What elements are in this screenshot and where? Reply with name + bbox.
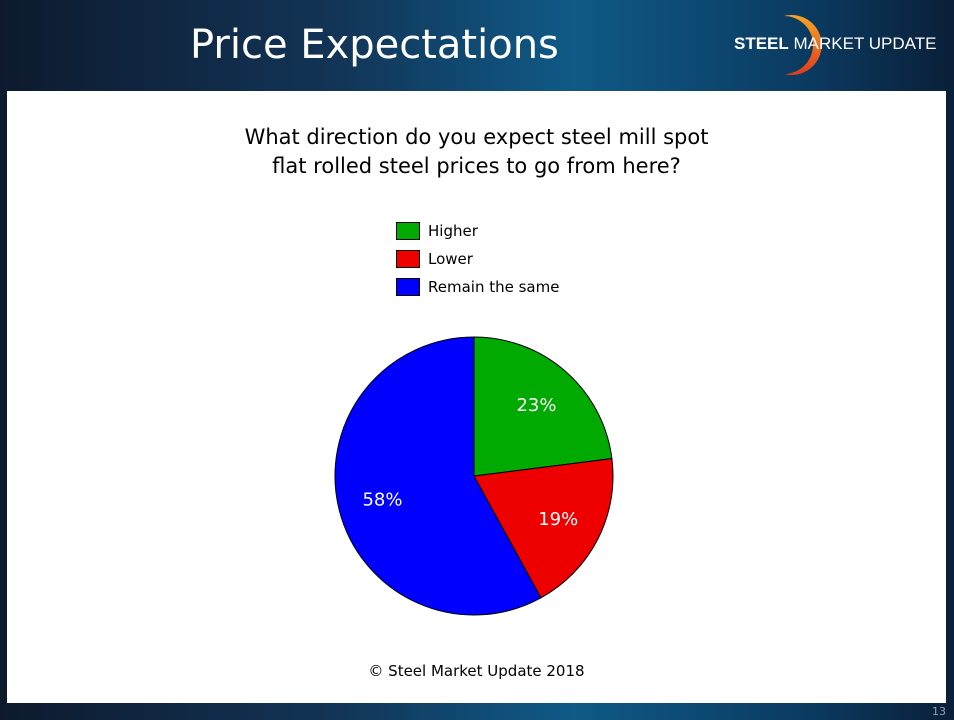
pie-slice-remain-the-same [334, 336, 542, 616]
legend-item-higher: Higher [396, 217, 559, 245]
legend-swatch [396, 222, 420, 240]
pie-data-label: 19% [538, 509, 578, 530]
chart-title: What direction do you expect steel mill … [7, 123, 946, 181]
logo-arc-icon [784, 15, 822, 76]
pie-data-label: 58% [362, 490, 402, 511]
steel-market-update-logo: STEEL MARKET UPDATE [734, 10, 949, 80]
copyright: © Steel Market Update 2018 [368, 662, 585, 680]
pie-slice-lower [473, 458, 614, 599]
chart-title-line-1: What direction do you expect steel mill … [244, 125, 709, 149]
legend-swatch [396, 278, 420, 296]
legend-item-same: Remain the same [396, 273, 559, 301]
pie-data-label: 23% [516, 395, 556, 416]
page-number: 13 [932, 705, 946, 718]
logo-bold-text: STEEL [734, 34, 789, 53]
legend-item-lower: Lower [396, 245, 559, 273]
pie-chart: 23% 19% 58% [334, 336, 614, 616]
chart-title-line-2: flat rolled steel prices to go from here… [272, 154, 681, 178]
logo-rest-text: MARKET UPDATE [788, 34, 937, 53]
legend-label: Lower [428, 250, 473, 268]
chart-legend: Higher Lower Remain the same [396, 217, 559, 301]
legend-label: Higher [428, 222, 478, 240]
slide-content: What direction do you expect steel mill … [7, 91, 946, 703]
legend-swatch [396, 250, 420, 268]
page-title: Price Expectations [190, 22, 559, 68]
pie-slice-higher [473, 336, 613, 477]
legend-label: Remain the same [428, 278, 560, 296]
